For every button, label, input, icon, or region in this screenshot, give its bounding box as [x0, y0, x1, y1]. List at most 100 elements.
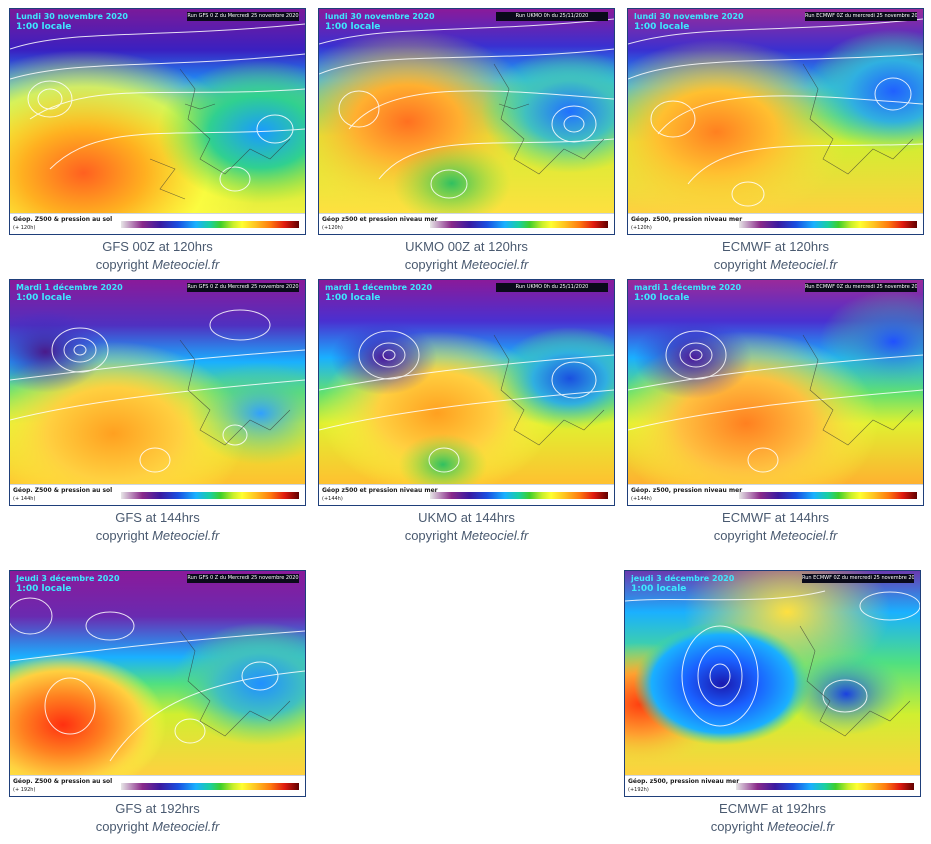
caption-copyright: copyright Meteociel.fr	[95, 819, 220, 834]
map-caption: ECMWF at 120hrs copyright Meteociel.fr	[627, 238, 924, 274]
map-run-label: Run GFS 0 Z du Mercredi 25 novembre 2020	[187, 574, 299, 583]
caption-copyright: copyright Meteociel.fr	[713, 528, 838, 543]
weather-map-image	[628, 280, 923, 485]
legend-color-scale	[121, 492, 299, 499]
caption-copyright: copyright Meteociel.fr	[404, 528, 529, 543]
map-date-label: Lundi 30 novembre 2020	[16, 12, 128, 21]
legend-hour: (+144h)	[322, 496, 343, 502]
map-caption: ECMWF at 192hrs copyright Meteociel.fr	[624, 800, 921, 836]
map-date-label: lundi 30 novembre 2020	[325, 12, 435, 21]
map-run-label: Run UKMO 0h du 25/11/2020	[496, 283, 608, 292]
legend-color-scale	[121, 783, 299, 790]
caption-title: GFS at 192hrs	[115, 801, 200, 816]
map-run-label: Run UKMO 0h du 25/11/2020	[496, 12, 608, 21]
caption-title: ECMWF at 144hrs	[722, 510, 829, 525]
copyright-link[interactable]: Meteociel.fr	[461, 528, 529, 543]
legend-title: Géop. z500, pression niveau mer	[631, 487, 743, 494]
copyright-link[interactable]: Meteociel.fr	[152, 528, 220, 543]
map-date-label: Mardi 1 décembre 2020	[16, 283, 123, 292]
legend-title: Géop. z500, pression niveau mer	[631, 216, 743, 223]
map-legend: Géop. z500, pression niveau mer (+192h)	[625, 775, 920, 796]
legend-hour: (+192h)	[628, 787, 649, 793]
caption-title: ECMWF at 192hrs	[719, 801, 826, 816]
legend-title: Géop z500 et pression niveau mer	[322, 487, 438, 494]
map-run-label: Run ECMWF 0Z du mercredi 25 novembre 202…	[805, 12, 917, 21]
map-legend: Géop. Z500 & pression au sol (+ 192h)	[10, 775, 305, 796]
map-time-label: 1:00 locale	[16, 293, 72, 303]
legend-color-scale	[430, 492, 608, 499]
weather-map-ecmwf-120[interactable]: lundi 30 novembre 2020 1:00 locale Run E…	[627, 8, 924, 235]
map-legend: Géop z500 et pression niveau mer (+120h)	[319, 213, 614, 234]
map-legend: Géop. z500, pression niveau mer (+120h)	[628, 213, 923, 234]
legend-title: Géop. Z500 & pression au sol	[13, 778, 113, 785]
legend-color-scale	[739, 221, 917, 228]
map-run-label: Run ECMWF 0Z du mercredi 25 novembre 202…	[802, 574, 914, 583]
map-run-label: Run GFS 0 Z du Mercredi 25 novembre 2020	[187, 283, 299, 292]
weather-map-gfs-120[interactable]: Lundi 30 novembre 2020 1:00 locale Run G…	[9, 8, 306, 235]
legend-hour: (+120h)	[322, 225, 343, 231]
weather-map-ecmwf-144[interactable]: mardi 1 décembre 2020 1:00 locale Run EC…	[627, 279, 924, 506]
weather-map-gfs-144[interactable]: Mardi 1 décembre 2020 1:00 locale Run GF…	[9, 279, 306, 506]
legend-title: Géop. Z500 & pression au sol	[13, 216, 113, 223]
copyright-link[interactable]: Meteociel.fr	[152, 819, 220, 834]
legend-title: Géop z500 et pression niveau mer	[322, 216, 438, 223]
caption-copyright: copyright Meteociel.fr	[95, 528, 220, 543]
map-caption: GFS 00Z at 120hrs copyright Meteociel.fr	[9, 238, 306, 274]
map-legend: Géop z500 et pression niveau mer (+144h)	[319, 484, 614, 505]
copyright-link[interactable]: Meteociel.fr	[770, 257, 838, 272]
legend-hour: (+120h)	[631, 225, 652, 231]
map-time-label: 1:00 locale	[631, 584, 687, 594]
map-caption: UKMO at 144hrs copyright Meteociel.fr	[318, 509, 615, 545]
map-legend: Géop. z500, pression niveau mer (+144h)	[628, 484, 923, 505]
caption-title: UKMO 00Z at 120hrs	[405, 239, 528, 254]
legend-color-scale	[430, 221, 608, 228]
legend-color-scale	[739, 492, 917, 499]
map-legend: Géop. Z500 & pression au sol (+ 120h)	[10, 213, 305, 234]
copyright-link[interactable]: Meteociel.fr	[767, 819, 835, 834]
legend-title: Géop. Z500 & pression au sol	[13, 487, 113, 494]
weather-map-image	[319, 9, 614, 214]
weather-map-image	[10, 571, 305, 776]
map-time-label: 1:00 locale	[325, 22, 381, 32]
copyright-link[interactable]: Meteociel.fr	[461, 257, 529, 272]
copyright-link[interactable]: Meteociel.fr	[152, 257, 220, 272]
map-date-label: lundi 30 novembre 2020	[634, 12, 744, 21]
map-time-label: 1:00 locale	[16, 22, 72, 32]
weather-map-ukmo-120[interactable]: lundi 30 novembre 2020 1:00 locale Run U…	[318, 8, 615, 235]
map-caption: UKMO 00Z at 120hrs copyright Meteociel.f…	[318, 238, 615, 274]
caption-title: GFS at 144hrs	[115, 510, 200, 525]
map-date-label: mardi 1 décembre 2020	[325, 283, 433, 292]
map-date-label: jeudi 3 décembre 2020	[631, 574, 735, 583]
legend-color-scale	[121, 221, 299, 228]
caption-title: GFS 00Z at 120hrs	[102, 239, 213, 254]
caption-copyright: copyright Meteociel.fr	[404, 257, 529, 272]
legend-hour: (+ 120h)	[13, 225, 36, 231]
weather-map-ukmo-144[interactable]: mardi 1 décembre 2020 1:00 locale Run UK…	[318, 279, 615, 506]
legend-color-scale	[736, 783, 914, 790]
weather-map-image	[10, 280, 305, 485]
map-time-label: 1:00 locale	[634, 293, 690, 303]
caption-copyright: copyright Meteociel.fr	[713, 257, 838, 272]
weather-map-image	[628, 9, 923, 214]
map-run-label: Run ECMWF 0Z du mercredi 25 novembre 202…	[805, 283, 917, 292]
caption-title: ECMWF at 120hrs	[722, 239, 829, 254]
map-caption: ECMWF at 144hrs copyright Meteociel.fr	[627, 509, 924, 545]
legend-hour: (+ 144h)	[13, 496, 36, 502]
weather-map-image	[625, 571, 920, 776]
map-caption: GFS at 192hrs copyright Meteociel.fr	[9, 800, 306, 836]
map-time-label: 1:00 locale	[634, 22, 690, 32]
map-legend: Géop. Z500 & pression au sol (+ 144h)	[10, 484, 305, 505]
legend-title: Géop. z500, pression niveau mer	[628, 778, 740, 785]
map-date-label: mardi 1 décembre 2020	[634, 283, 742, 292]
weather-map-gfs-192[interactable]: Jeudi 3 décembre 2020 1:00 locale Run GF…	[9, 570, 306, 797]
weather-map-ecmwf-192[interactable]: jeudi 3 décembre 2020 1:00 locale Run EC…	[624, 570, 921, 797]
map-date-label: Jeudi 3 décembre 2020	[16, 574, 120, 583]
copyright-link[interactable]: Meteociel.fr	[770, 528, 838, 543]
legend-hour: (+ 192h)	[13, 787, 36, 793]
caption-copyright: copyright Meteociel.fr	[710, 819, 835, 834]
map-run-label: Run GFS 0 Z du Mercredi 25 novembre 2020	[187, 12, 299, 21]
caption-copyright: copyright Meteociel.fr	[95, 257, 220, 272]
legend-hour: (+144h)	[631, 496, 652, 502]
caption-title: UKMO at 144hrs	[418, 510, 515, 525]
map-caption: GFS at 144hrs copyright Meteociel.fr	[9, 509, 306, 545]
